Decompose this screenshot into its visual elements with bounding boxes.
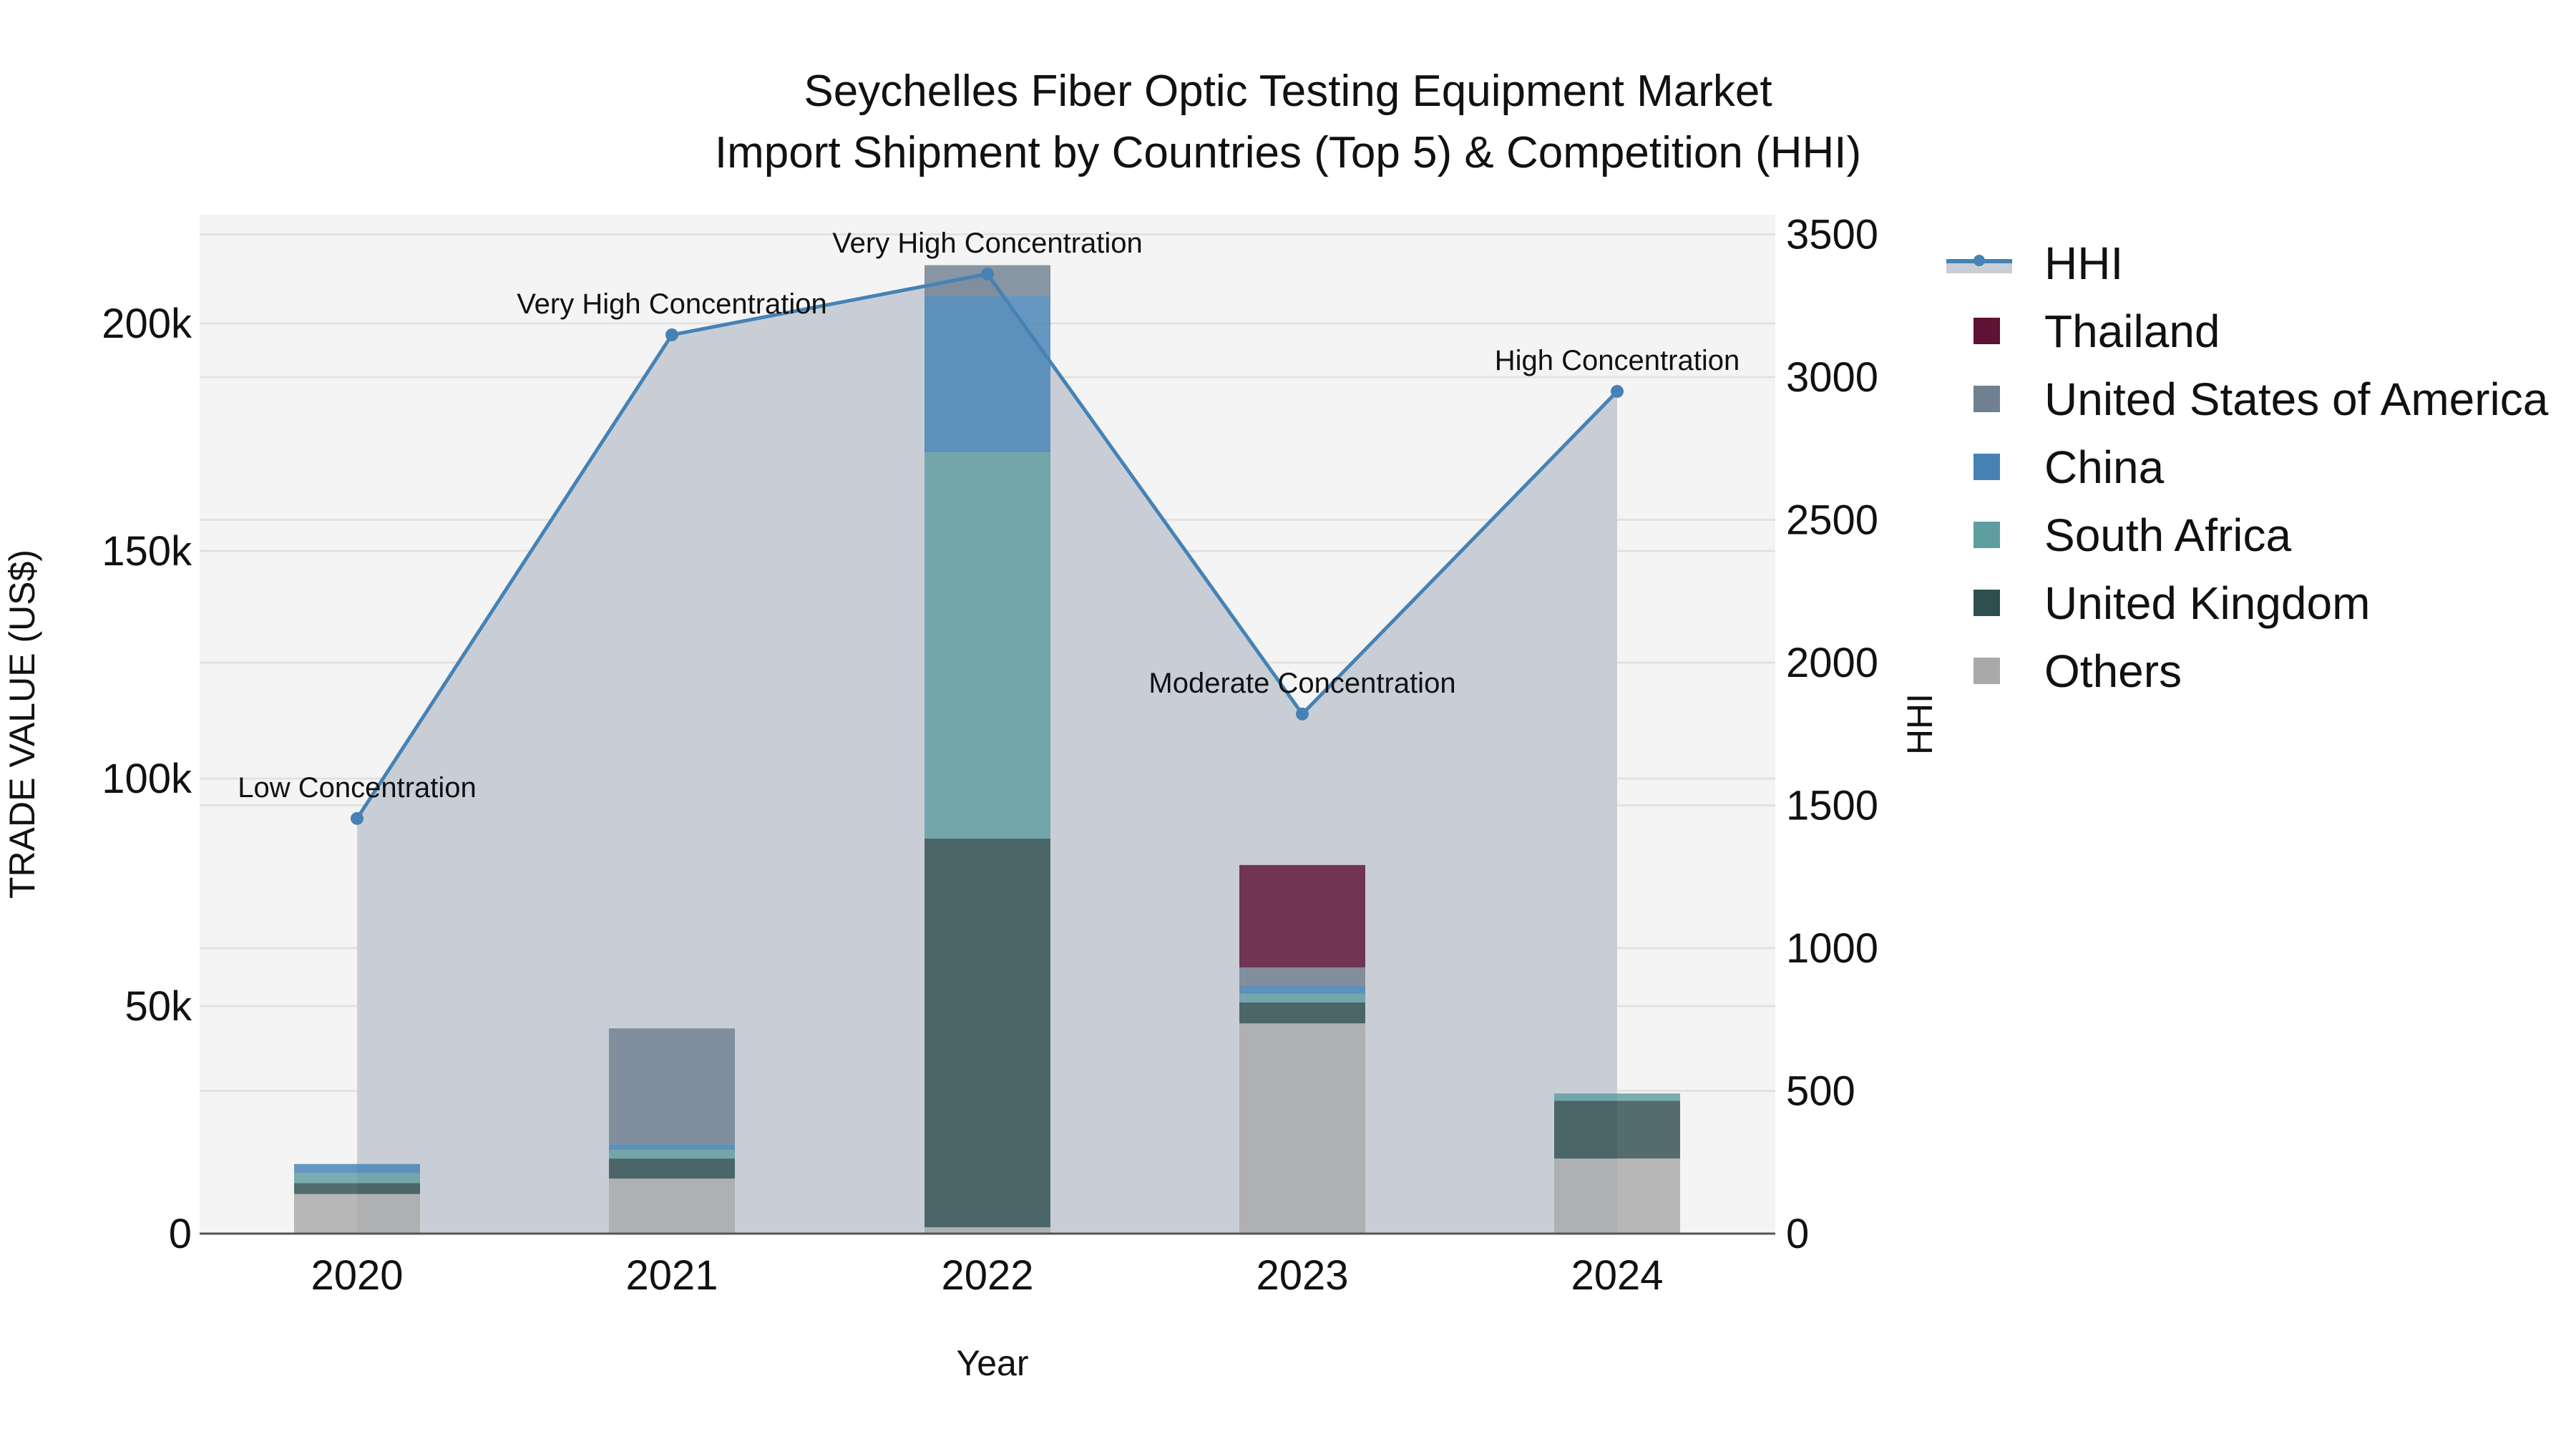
y-right-tick-label: 3000 — [1786, 354, 1878, 401]
x-tick-label: 2023 — [1256, 1252, 1348, 1299]
hhi-annotation: Very High Concentration — [832, 228, 1143, 259]
x-axis-title: Year — [956, 1343, 1028, 1383]
legend-label: United Kingdom — [2044, 577, 2371, 629]
hhi-marker[interactable] — [1296, 707, 1309, 721]
y-right-axis-title: HHI — [1900, 693, 1940, 755]
color-swatch-icon — [1974, 454, 2000, 480]
bar-segment-thailand[interactable] — [1239, 864, 1365, 967]
y-right-tick-label: 3500 — [1786, 212, 1878, 258]
x-tick-label: 2020 — [311, 1252, 403, 1299]
y-left-tick-label: 200k — [102, 301, 192, 347]
bar-segment-south-africa[interactable] — [1239, 993, 1365, 1002]
legend-label: United States of America — [2044, 373, 2549, 425]
legend-item-united-states-of-america[interactable]: United States of America — [1946, 365, 2548, 433]
hhi-annotations: Low Concentration Very High Concentration… — [238, 228, 1740, 804]
hhi-annotation: Low Concentration — [238, 772, 477, 804]
x-tick-label: 2024 — [1571, 1252, 1663, 1299]
legend-item-hhi[interactable]: HHI — [1946, 229, 2548, 297]
bar-segment-china[interactable] — [609, 1144, 735, 1150]
bar-segment-south-africa[interactable] — [924, 452, 1050, 839]
y-left-ticks: 0 50k 100k 150k 200k — [102, 301, 192, 1257]
y-right-ticks: 0 500 1000 1500 2000 2500 3000 3500 — [1786, 212, 1878, 1258]
color-swatch-icon — [1974, 658, 2000, 684]
color-swatch-icon — [1974, 386, 2000, 412]
legend-item-south-africa[interactable]: South Africa — [1946, 501, 2548, 569]
legend-item-thailand[interactable]: Thailand — [1946, 297, 2548, 365]
bar-segment-others[interactable] — [1239, 1023, 1365, 1234]
y-right-tick-label: 2000 — [1786, 640, 1878, 686]
legend-label: South Africa — [2044, 509, 2292, 561]
y-right-tick-label: 1000 — [1786, 925, 1878, 972]
y-right-tick-label: 2500 — [1786, 497, 1878, 544]
legend-label: HHI — [2044, 237, 2124, 289]
y-left-tick-label: 50k — [125, 983, 192, 1030]
legend-item-others[interactable]: Others — [1946, 637, 2548, 705]
bar-segment-united-kingdom[interactable] — [294, 1183, 420, 1194]
x-ticks: 2020 2021 2022 2023 2024 — [311, 1252, 1663, 1299]
y-left-tick-label: 150k — [102, 528, 192, 575]
y-left-tick-label: 0 — [169, 1211, 192, 1257]
bar-segment-united-kingdom[interactable] — [924, 838, 1050, 1228]
stacked-bars — [294, 265, 1680, 1234]
x-tick-label: 2022 — [941, 1252, 1033, 1299]
bar-segment-china[interactable] — [294, 1163, 420, 1174]
y-left-tick-label: 100k — [102, 756, 192, 802]
bar-segment-south-africa[interactable] — [1554, 1093, 1680, 1101]
hhi-marker[interactable] — [1611, 384, 1624, 398]
hhi-annotation: High Concentration — [1495, 345, 1740, 376]
x-tick-label: 2021 — [625, 1252, 718, 1299]
color-swatch-icon — [1974, 522, 2000, 548]
legend-label: Others — [2044, 645, 2182, 697]
y-right-tick-label: 500 — [1786, 1068, 1855, 1115]
hhi-marker[interactable] — [351, 811, 364, 825]
bar-segment-united-kingdom[interactable] — [1239, 1002, 1365, 1024]
bar-segment-united-kingdom[interactable] — [609, 1158, 735, 1179]
legend: HHI Thailand United States of America China… — [1946, 229, 2548, 705]
legend-label: Thailand — [2044, 305, 2220, 357]
bar-segment-china[interactable] — [1239, 986, 1365, 994]
color-swatch-icon — [1974, 318, 2000, 344]
chart-title-line1: Seychelles Fiber Optic Testing Equipment… — [804, 67, 1772, 116]
hhi-marker[interactable] — [665, 328, 678, 341]
bar-segment-united-states-of-america[interactable] — [1239, 967, 1365, 987]
bar-segment-united-states-of-america[interactable] — [609, 1028, 735, 1145]
bar-segment-china[interactable] — [924, 296, 1050, 452]
y-left-axis-title: TRADE VALUE (US$) — [2, 550, 42, 899]
bar-segment-united-kingdom[interactable] — [1554, 1101, 1680, 1159]
color-swatch-icon — [1974, 590, 2000, 616]
bar-segment-others[interactable] — [609, 1179, 735, 1234]
legend-item-china[interactable]: China — [1946, 433, 2548, 501]
hhi-line — [351, 267, 1624, 825]
hhi-annotation: Moderate Concentration — [1148, 668, 1455, 699]
bar-segment-others[interactable] — [294, 1194, 420, 1234]
y-right-tick-label: 0 — [1786, 1211, 1809, 1257]
bar-segment-others[interactable] — [1554, 1158, 1680, 1234]
chart-title-line2: Import Shipment by Countries (Top 5) & C… — [714, 128, 1862, 177]
hhi-annotation: Very High Concentration — [517, 288, 827, 320]
bar-segment-south-africa[interactable] — [609, 1149, 735, 1159]
hhi-marker[interactable] — [981, 267, 994, 280]
bar-segment-south-africa[interactable] — [294, 1173, 420, 1184]
y-right-tick-label: 1500 — [1786, 783, 1878, 829]
bar-segment-others[interactable] — [924, 1227, 1050, 1234]
line-marker-icon — [1946, 254, 2012, 273]
legend-item-united-kingdom[interactable]: United Kingdom — [1946, 569, 2548, 637]
legend-label: China — [2044, 441, 2165, 493]
